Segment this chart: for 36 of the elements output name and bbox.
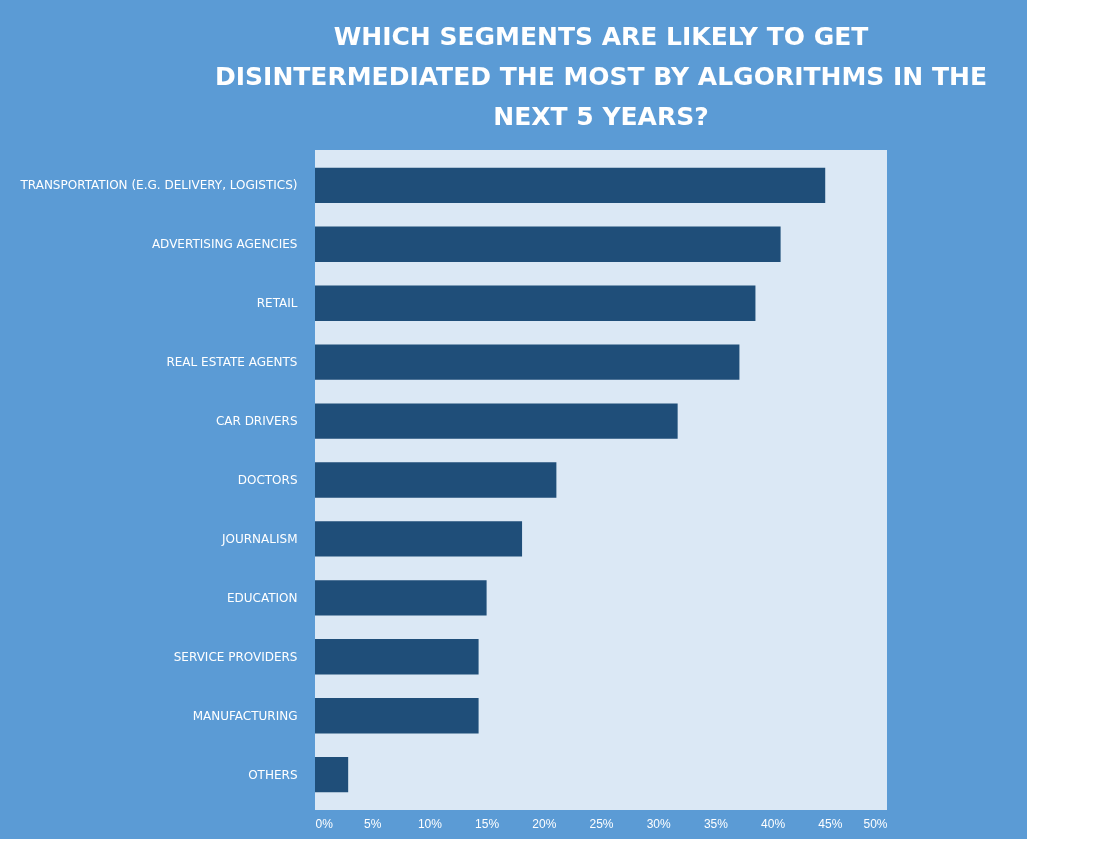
x-tick-label: 25% — [589, 816, 614, 831]
x-tick-label: 50% — [863, 816, 888, 831]
x-tick-label: 0% — [315, 816, 334, 831]
y-tick-label: EDUCATION — [226, 590, 298, 605]
x-tick-label: 20% — [532, 816, 557, 831]
bar — [315, 344, 740, 380]
text: DISINTERMEDIATED THE MOST BY ALGORITHMS IN THE — [215, 62, 987, 91]
y-tick-label: ADVERTISING AGENCIES — [151, 237, 298, 252]
y-tick-label: MANUFACTURING — [192, 708, 298, 723]
bar — [315, 639, 479, 675]
bar — [315, 698, 479, 734]
text: WHICH SEGMENTS ARE LIKELY TO GET — [333, 22, 869, 51]
x-tick-label: 15% — [475, 816, 500, 831]
x-tick-label: 5% — [364, 816, 382, 831]
y-tick-label: SERVICE PROVIDERS — [173, 649, 298, 664]
x-tick-label: 30% — [646, 816, 672, 831]
y-tick-label: REAL ESTATE AGENTS — [166, 355, 298, 370]
y-tick-label: JOURNALISM — [221, 531, 298, 546]
bar — [315, 403, 678, 439]
y-tick-label: OTHERS — [248, 767, 298, 782]
y-tick-label: CAR DRIVERS — [215, 414, 298, 429]
y-tick-label: TRANSPORTATION (E.G. DELIVERY, LOGISTICS) — [19, 178, 298, 193]
bar — [315, 580, 487, 616]
y-tick-label: DOCTORS — [237, 473, 298, 487]
y-tick-label: RETAIL — [256, 296, 298, 311]
text: NEXT 5 YEARS? — [493, 102, 709, 131]
x-tick-label: 40% — [761, 816, 786, 831]
bar — [315, 462, 557, 498]
x-tick-label: 35% — [703, 816, 729, 831]
bar — [315, 285, 756, 321]
bar — [315, 756, 349, 793]
bar — [315, 167, 826, 204]
bar — [315, 226, 781, 262]
bar — [315, 521, 523, 557]
x-tick-label: 10% — [417, 816, 443, 831]
x-tick-label: 45% — [818, 816, 843, 831]
